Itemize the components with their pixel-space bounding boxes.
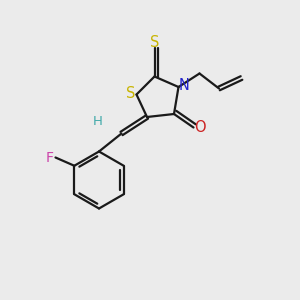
Text: S: S (150, 35, 159, 50)
Text: F: F (46, 151, 53, 164)
Text: O: O (195, 120, 206, 135)
Text: N: N (178, 78, 189, 93)
Text: S: S (126, 85, 136, 100)
Text: H: H (93, 115, 102, 128)
